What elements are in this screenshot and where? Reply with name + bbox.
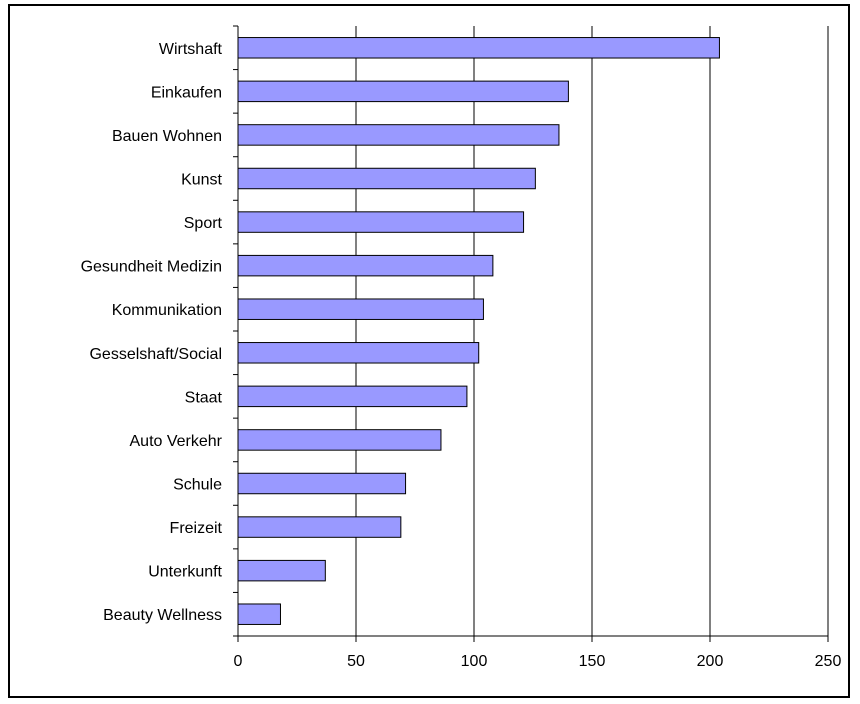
grid-lines bbox=[355, 26, 829, 636]
bar-9 bbox=[237, 429, 442, 451]
x-tick-label-200: 200 bbox=[697, 653, 724, 670]
bar-10 bbox=[237, 472, 407, 495]
category-label-12: Unterkunft bbox=[148, 564, 222, 581]
bar-8 bbox=[237, 385, 468, 408]
category-label-4: Sport bbox=[184, 215, 223, 232]
bar-6 bbox=[237, 298, 484, 320]
bar-13 bbox=[237, 603, 281, 625]
bar-chart: Wirtshaft Einkaufen Bauen Wohnen Kunst Sport… bbox=[81, 25, 842, 670]
x-tick-label-250: 250 bbox=[815, 653, 842, 670]
category-label-8: Staat bbox=[185, 389, 223, 406]
category-labels: Wirtshaft Einkaufen Bauen Wohnen Kunst Sport… bbox=[81, 41, 223, 624]
bars bbox=[237, 37, 720, 625]
bar-11 bbox=[237, 516, 402, 538]
bar-7 bbox=[237, 342, 480, 364]
category-label-0: Wirtshaft bbox=[159, 41, 223, 58]
axes bbox=[233, 25, 829, 642]
bar-3 bbox=[237, 167, 536, 190]
bar-1 bbox=[237, 80, 569, 103]
bar-0 bbox=[237, 37, 720, 59]
chart-frame: Wirtshaft Einkaufen Bauen Wohnen Kunst Sport… bbox=[8, 4, 850, 698]
category-label-5: Gesundheit Medizin bbox=[81, 259, 222, 276]
x-tick-label-0: 0 bbox=[234, 653, 243, 670]
category-label-6: Kommunikation bbox=[112, 302, 222, 319]
bar-4 bbox=[237, 211, 525, 233]
bar-12 bbox=[237, 559, 326, 582]
category-label-2: Bauen Wohnen bbox=[112, 128, 222, 145]
x-tick-label-100: 100 bbox=[461, 653, 488, 670]
x-tick-label-150: 150 bbox=[579, 653, 606, 670]
bar-5 bbox=[237, 254, 494, 277]
category-label-10: Schule bbox=[173, 477, 222, 494]
category-label-3: Kunst bbox=[181, 172, 222, 189]
category-label-9: Auto Verkehr bbox=[130, 433, 223, 450]
x-tick-label-50: 50 bbox=[347, 653, 365, 670]
x-tick-labels: 0 50 100 150 200 250 bbox=[234, 653, 842, 670]
category-label-11: Freizeit bbox=[170, 520, 223, 537]
category-label-1: Einkaufen bbox=[151, 84, 222, 101]
bar-2 bbox=[237, 124, 560, 146]
category-label-13: Beauty Wellness bbox=[103, 607, 222, 624]
category-label-7: Gesselshaft/Social bbox=[89, 346, 222, 363]
